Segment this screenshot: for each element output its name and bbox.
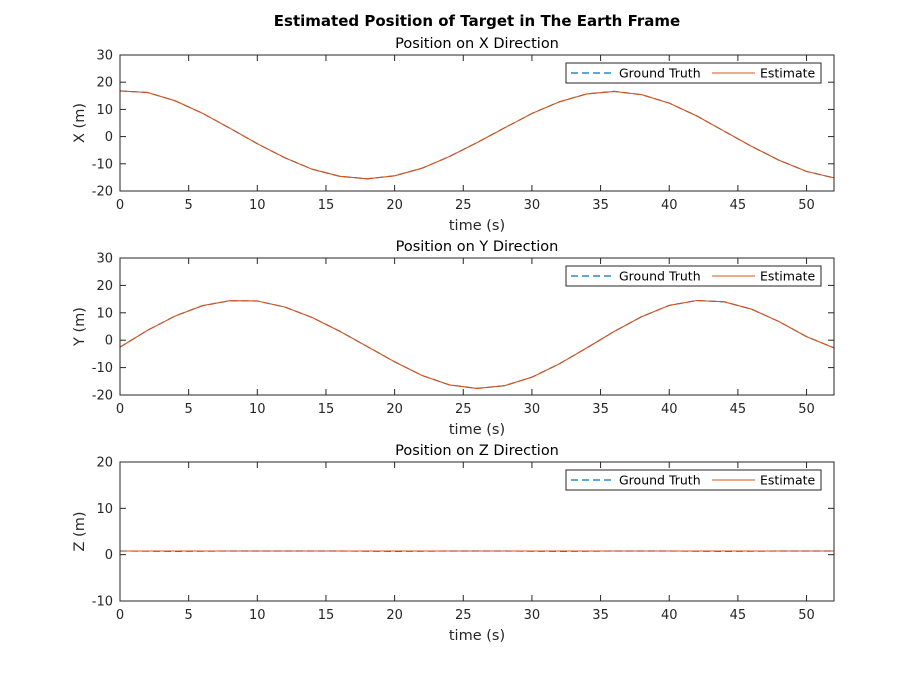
y-tick-label: -10: [92, 157, 113, 172]
y-axis-label: Z (m): [72, 512, 88, 552]
x-tick-label: 30: [524, 198, 541, 213]
x-axis-label: time (s): [449, 422, 505, 438]
y-tick-label: -20: [92, 389, 113, 404]
x-tick-label: 5: [185, 198, 193, 213]
y-tick-label: 0: [105, 130, 113, 145]
x-tick-label: 0: [116, 608, 124, 623]
x-tick-label: 25: [455, 198, 472, 213]
x-tick-label: 40: [661, 198, 678, 213]
x-tick-label: 20: [386, 608, 403, 623]
x-tick-label: 45: [730, 402, 747, 417]
legend: Ground Truth Estimate: [565, 469, 822, 491]
y-tick-label: -10: [92, 361, 113, 376]
x-tick-label: 10: [249, 402, 266, 417]
y-tick-label: -10: [92, 595, 113, 610]
x-tick-label: 30: [524, 608, 541, 623]
y-tick-label: 30: [96, 49, 113, 64]
legend-box: [565, 62, 822, 84]
x-axis-label: time (s): [449, 628, 505, 644]
y-tick-label: 20: [96, 456, 113, 471]
x-tick-label: 10: [249, 198, 266, 213]
legend: Ground Truth Estimate: [565, 265, 822, 287]
estimate-line: [119, 90, 835, 180]
x-tick-label: 25: [455, 608, 472, 623]
subplot-2: 0 5 10 15 20 25 30 35 40 45 50 -20 -10 0 10 20 30 Positio…: [72, 239, 835, 438]
legend-ground-truth-label: Ground Truth: [619, 473, 701, 488]
axes-frame: [119, 257, 835, 396]
x-tick-label: 5: [185, 402, 193, 417]
x-tick-label: 45: [730, 608, 747, 623]
x-tick-label: 45: [730, 198, 747, 213]
legend-estimate-label: Estimate: [760, 269, 816, 284]
x-tick-label: 0: [116, 402, 124, 417]
x-tick-label: 35: [592, 402, 609, 417]
legend-box: [565, 265, 822, 287]
x-tick-label: 50: [798, 608, 815, 623]
y-tick-label: 20: [96, 279, 113, 294]
x-tick-label: 20: [386, 198, 403, 213]
y-axis-label: X (m): [72, 103, 88, 143]
subplots: 0 5 10 15 20 25 30 35 40 45 50-20-100102030Positio…: [72, 36, 835, 644]
legend-ground-truth-label: Ground Truth: [619, 66, 701, 81]
x-tick-label: 0: [116, 198, 124, 213]
y-tick-label: 10: [96, 306, 113, 321]
y-tick-label: 30: [96, 252, 113, 267]
x-tick-label: 30: [524, 402, 541, 417]
estimate-line: [119, 299, 835, 389]
x-tick-label: 35: [592, 198, 609, 213]
x-tick-label: 15: [318, 402, 335, 417]
legend-ground-truth-label: Ground Truth: [619, 269, 701, 284]
x-tick-label: 40: [661, 608, 678, 623]
y-tick-label: 10: [96, 502, 113, 517]
subplot-title: Position on Y Direction: [396, 239, 559, 255]
legend-estimate-label: Estimate: [760, 66, 816, 81]
y-tick-label: 0: [105, 548, 113, 563]
x-tick-label: 35: [592, 608, 609, 623]
x-tick-label: 15: [318, 608, 335, 623]
x-tick-label: 50: [798, 402, 815, 417]
y-tick-label: 20: [96, 76, 113, 91]
x-tick-label: 40: [661, 402, 678, 417]
legend: Ground Truth Estimate: [565, 62, 822, 84]
x-tick-label: 25: [455, 402, 472, 417]
legend-box: [565, 469, 822, 491]
x-tick-label: 5: [185, 608, 193, 623]
y-tick-label: 10: [96, 103, 113, 118]
subplot-1: 0 5 10 15 20 25 30 35 40 45 50 -20 -10 0 10 20 30 Positio…: [72, 36, 835, 234]
figure-suptitle: Estimated Position of Target in The Eart…: [274, 12, 680, 30]
y-axis-label: Y (m): [72, 307, 88, 347]
x-tick-label: 10: [249, 608, 266, 623]
axes-frame: [119, 461, 835, 602]
x-tick-label: 50: [798, 198, 815, 213]
subplot-title: Position on X Direction: [395, 36, 559, 52]
y-tick-label: -20: [92, 185, 113, 200]
legend-estimate-label: Estimate: [760, 473, 816, 488]
subplot-title: Position on Z Direction: [395, 443, 559, 459]
axes-frame: [119, 54, 835, 192]
y-tick-label: 0: [105, 334, 113, 349]
x-tick-label: 20: [386, 402, 403, 417]
x-tick-label: 15: [318, 198, 335, 213]
x-axis-label: time (s): [449, 218, 505, 234]
